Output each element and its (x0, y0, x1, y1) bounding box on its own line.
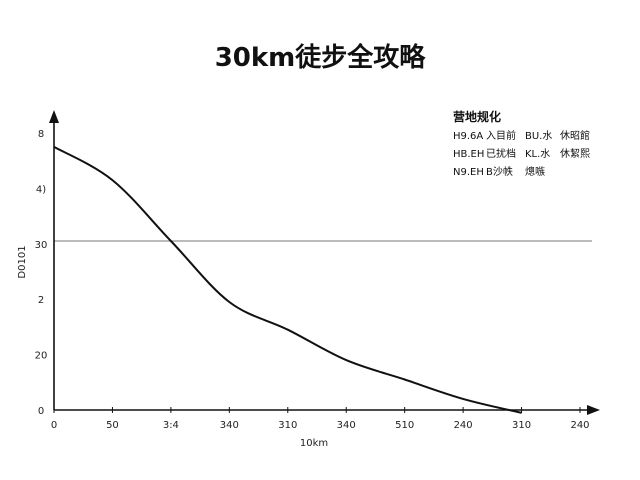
legend-rows: H9.6A 入目前 BU.水 休昭館 HB.EH 已扰档 KL.水 休絜熙 N9.EH B沙帙 熜嗾 (453, 129, 590, 178)
x-tick-label: 510 (395, 420, 414, 431)
y-axis-label: D0101 (17, 245, 28, 278)
legend-cell: N9.EH (453, 167, 484, 178)
x-axis-arrow (587, 405, 600, 415)
y-ticks: 0 20 2 30 4) 8 (35, 129, 48, 417)
chart-title: 30km徒步全攻略 (215, 42, 427, 73)
x-tick-label: 310 (278, 420, 297, 431)
x-tick-label: 3:4 (163, 420, 179, 431)
legend-cell: B沙帙 (486, 165, 513, 178)
y-axis-arrow (49, 110, 59, 123)
x-tick-label: 240 (570, 420, 589, 431)
x-tick-label: 50 (106, 420, 119, 431)
x-tick-label: 0 (51, 420, 57, 431)
legend-cell: 已扰档 (486, 147, 516, 160)
y-tick-label: 30 (35, 240, 48, 251)
legend-cell: 休昭館 (560, 129, 590, 142)
legend-cell: 入目前 (486, 129, 516, 142)
x-axis-label: 10km (300, 438, 328, 449)
legend-cell: BU.水 (525, 130, 552, 142)
y-tick-label: 2 (38, 295, 44, 306)
legend-cell: HB.EH (453, 149, 484, 160)
plot-area: 0 50 3:4 340 310 340 510 240 310 240 0 20 2 30 4) 8 (35, 110, 600, 431)
x-tick-label: 240 (454, 420, 473, 431)
x-tick-label: 340 (337, 420, 356, 431)
y-tick-label: 8 (38, 129, 44, 140)
y-tick-label: 4) (36, 184, 46, 195)
x-tick-label: 310 (512, 420, 531, 431)
legend: 营地规化 H9.6A 入目前 BU.水 休昭館 HB.EH 已扰档 KL.水 休絜熙 N9.EH… (453, 109, 590, 178)
legend-title: 营地规化 (453, 109, 501, 124)
legend-cell: H9.6A (453, 131, 483, 142)
x-ticks: 0 50 3:4 340 310 340 510 240 310 240 (51, 407, 590, 431)
legend-cell: 熜嗾 (525, 165, 545, 178)
series-line (53, 146, 522, 414)
y-tick-label: 20 (35, 351, 48, 362)
y-tick-label: 0 (38, 406, 44, 417)
legend-cell: KL.水 (525, 148, 550, 160)
legend-cell: 休絜熙 (560, 147, 590, 160)
x-tick-label: 340 (220, 420, 239, 431)
